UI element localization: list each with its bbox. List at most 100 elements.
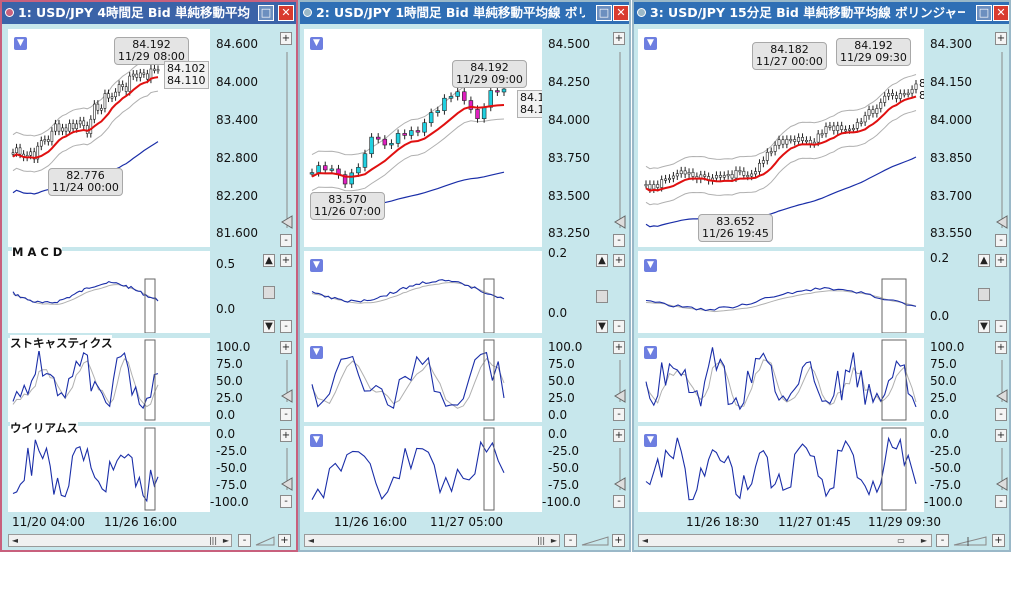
zoom-in-button[interactable]: + bbox=[280, 341, 292, 354]
chart-window-1[interactable]: 1: USD/JPY 4時間足 Bid 単純移動平均 □ ✕ ▼ 84.192 1… bbox=[0, 0, 298, 552]
scroll-up-button[interactable]: ▲ bbox=[263, 254, 275, 267]
scroll-down-button[interactable]: ▼ bbox=[978, 320, 990, 333]
zoom-slider[interactable] bbox=[580, 534, 610, 547]
zoom-in-button[interactable]: + bbox=[613, 32, 625, 45]
scroll-up-button[interactable]: ▲ bbox=[978, 254, 990, 267]
scroll-left-button[interactable]: ◄ bbox=[11, 536, 19, 545]
scroll-right-button[interactable]: ► bbox=[550, 536, 558, 545]
scroll-thumb[interactable]: ||| bbox=[208, 536, 218, 545]
chart-menu-dropdown[interactable]: ▼ bbox=[310, 37, 323, 50]
indicator-menu-dropdown[interactable]: ▼ bbox=[644, 259, 657, 272]
close-button[interactable]: ✕ bbox=[278, 5, 294, 21]
scroll-left-button[interactable]: ◄ bbox=[641, 536, 649, 545]
zoom-in-button[interactable]: + bbox=[995, 341, 1007, 354]
maximize-button[interactable]: □ bbox=[976, 5, 992, 21]
horizontal-scrollbar[interactable]: ◄ ▭ ► bbox=[638, 534, 932, 547]
zoom-out-button[interactable]: - bbox=[995, 408, 1007, 421]
zoom-in-button[interactable]: + bbox=[280, 429, 292, 442]
close-button[interactable]: ✕ bbox=[613, 5, 629, 21]
chart-menu-dropdown[interactable]: ▼ bbox=[14, 37, 27, 50]
zoom-out-time-button[interactable]: - bbox=[238, 534, 251, 547]
zoom-in-button[interactable]: + bbox=[280, 32, 292, 45]
zoom-in-button[interactable]: + bbox=[613, 341, 625, 354]
title-bar[interactable]: 1: USD/JPY 4時間足 Bid 単純移動平均 □ ✕ bbox=[2, 2, 296, 24]
price-tick: 83.400 bbox=[216, 113, 258, 127]
oscillator-line bbox=[12, 350, 159, 410]
candle bbox=[824, 126, 828, 134]
zoom-in-button[interactable]: + bbox=[995, 32, 1007, 45]
scroll-thumb[interactable] bbox=[263, 286, 275, 299]
indicator-menu-dropdown[interactable]: ▼ bbox=[310, 259, 323, 272]
scroll-right-button[interactable]: ► bbox=[920, 536, 928, 545]
chart-menu-dropdown[interactable]: ▼ bbox=[644, 37, 657, 50]
zoom-out-button[interactable]: - bbox=[280, 320, 292, 333]
selection-box bbox=[144, 339, 156, 421]
indicator-menu-dropdown[interactable]: ▼ bbox=[310, 346, 323, 359]
scroll-right-button[interactable]: ► bbox=[222, 536, 230, 545]
stochastics-panel[interactable] bbox=[8, 338, 210, 422]
zoom-in-button[interactable]: + bbox=[613, 429, 625, 442]
zoom-out-time-button[interactable]: - bbox=[564, 534, 577, 547]
indicator-menu-dropdown[interactable]: ▼ bbox=[310, 434, 323, 447]
stochastics-panel[interactable] bbox=[638, 338, 924, 422]
candle bbox=[891, 92, 894, 96]
horizontal-scrollbar[interactable]: ◄ ||| ► bbox=[304, 534, 560, 547]
zoom-out-button[interactable]: - bbox=[280, 234, 292, 247]
scroll-up-button[interactable]: ▲ bbox=[596, 254, 608, 267]
scale-slider[interactable] bbox=[613, 48, 627, 232]
indicator-menu-dropdown[interactable]: ▼ bbox=[644, 434, 657, 447]
macd-panel[interactable] bbox=[304, 251, 542, 333]
time-label: 11/27 05:00 bbox=[430, 515, 503, 529]
scale-slider[interactable] bbox=[613, 444, 627, 494]
zoom-out-button[interactable]: - bbox=[995, 234, 1007, 247]
zoom-in-button[interactable]: + bbox=[995, 254, 1007, 267]
scroll-thumb[interactable]: ▭ bbox=[897, 536, 905, 545]
zoom-out-button[interactable]: - bbox=[613, 320, 625, 333]
scroll-down-button[interactable]: ▼ bbox=[263, 320, 275, 333]
macd-panel[interactable] bbox=[638, 251, 924, 333]
horizontal-scrollbar[interactable]: ◄ ||| ► bbox=[8, 534, 232, 547]
scroll-left-button[interactable]: ◄ bbox=[307, 536, 315, 545]
zoom-out-button[interactable]: - bbox=[613, 234, 625, 247]
zoom-out-button[interactable]: - bbox=[995, 320, 1007, 333]
will-tick: -50.0 bbox=[216, 461, 248, 475]
scale-slider[interactable] bbox=[613, 356, 627, 406]
scale-slider[interactable] bbox=[280, 444, 294, 494]
scale-slider[interactable] bbox=[280, 356, 294, 406]
candle bbox=[761, 160, 765, 164]
maximize-button[interactable]: □ bbox=[258, 5, 274, 21]
maximize-button[interactable]: □ bbox=[596, 5, 612, 21]
scale-slider[interactable] bbox=[995, 356, 1009, 406]
chart-window-2[interactable]: 2: USD/JPY 1時間足 Bid 単純移動平均線 ボリ □ ✕ ▼ 84.… bbox=[298, 0, 631, 552]
zoom-out-button[interactable]: - bbox=[995, 495, 1007, 508]
zoom-in-time-button[interactable]: + bbox=[992, 534, 1005, 547]
zoom-out-button[interactable]: - bbox=[613, 408, 625, 421]
zoom-out-button[interactable]: - bbox=[280, 408, 292, 421]
scroll-thumb[interactable]: ||| bbox=[536, 536, 546, 545]
zoom-in-button[interactable]: + bbox=[613, 254, 625, 267]
scale-slider[interactable] bbox=[995, 444, 1009, 494]
scale-slider[interactable] bbox=[995, 48, 1009, 232]
zoom-in-time-button[interactable]: + bbox=[612, 534, 625, 547]
macd-panel[interactable] bbox=[8, 251, 210, 333]
chart-window-3[interactable]: 3: USD/JPY 15分足 Bid 単純移動平均線 ボリンジャー… □ ✕ … bbox=[632, 0, 1011, 552]
zoom-in-button[interactable]: + bbox=[280, 254, 292, 267]
close-button[interactable]: ✕ bbox=[993, 5, 1009, 21]
title-bar[interactable]: 3: USD/JPY 15分足 Bid 単純移動平均線 ボリンジャー… □ ✕ bbox=[634, 2, 1009, 24]
scroll-thumb[interactable] bbox=[596, 290, 608, 303]
candle bbox=[468, 100, 474, 110]
indicator-menu-dropdown[interactable]: ▼ bbox=[644, 346, 657, 359]
zoom-in-button[interactable]: + bbox=[995, 429, 1007, 442]
zoom-out-button[interactable]: - bbox=[280, 495, 292, 508]
zoom-out-time-button[interactable]: - bbox=[936, 534, 949, 547]
candle bbox=[389, 143, 394, 146]
title-bar[interactable]: 2: USD/JPY 1時間足 Bid 単純移動平均線 ボリ □ ✕ bbox=[300, 2, 629, 24]
scroll-thumb[interactable] bbox=[978, 288, 990, 301]
zoom-slider[interactable] bbox=[254, 534, 276, 547]
zoom-out-button[interactable]: - bbox=[613, 495, 625, 508]
will-tick: -25.0 bbox=[930, 444, 962, 458]
scroll-down-button[interactable]: ▼ bbox=[596, 320, 608, 333]
zoom-in-time-button[interactable]: + bbox=[278, 534, 291, 547]
zoom-slider[interactable] bbox=[952, 534, 988, 547]
scale-slider[interactable] bbox=[280, 48, 294, 232]
